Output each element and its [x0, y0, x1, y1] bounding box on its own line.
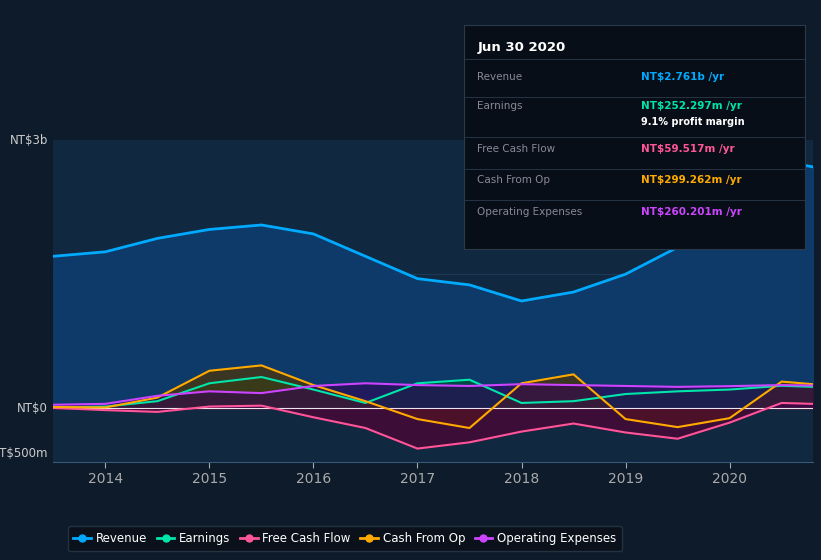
- Text: Jun 30 2020: Jun 30 2020: [478, 41, 566, 54]
- Text: NT$299.262m /yr: NT$299.262m /yr: [641, 175, 741, 185]
- Text: NT$59.517m /yr: NT$59.517m /yr: [641, 144, 735, 154]
- Text: Cash From Op: Cash From Op: [478, 175, 551, 185]
- Text: NT$3b: NT$3b: [10, 133, 48, 147]
- Legend: Revenue, Earnings, Free Cash Flow, Cash From Op, Operating Expenses: Revenue, Earnings, Free Cash Flow, Cash …: [67, 526, 622, 551]
- Text: NT$260.201m /yr: NT$260.201m /yr: [641, 207, 742, 217]
- Text: 9.1% profit margin: 9.1% profit margin: [641, 117, 745, 127]
- Text: Revenue: Revenue: [478, 72, 523, 82]
- Text: NT$252.297m /yr: NT$252.297m /yr: [641, 101, 742, 111]
- Text: -NT$500m: -NT$500m: [0, 446, 48, 460]
- Text: NT$2.761b /yr: NT$2.761b /yr: [641, 72, 724, 82]
- Text: Operating Expenses: Operating Expenses: [478, 207, 583, 217]
- Text: Free Cash Flow: Free Cash Flow: [478, 144, 556, 154]
- Text: Earnings: Earnings: [478, 101, 523, 111]
- Text: NT$0: NT$0: [17, 402, 48, 415]
